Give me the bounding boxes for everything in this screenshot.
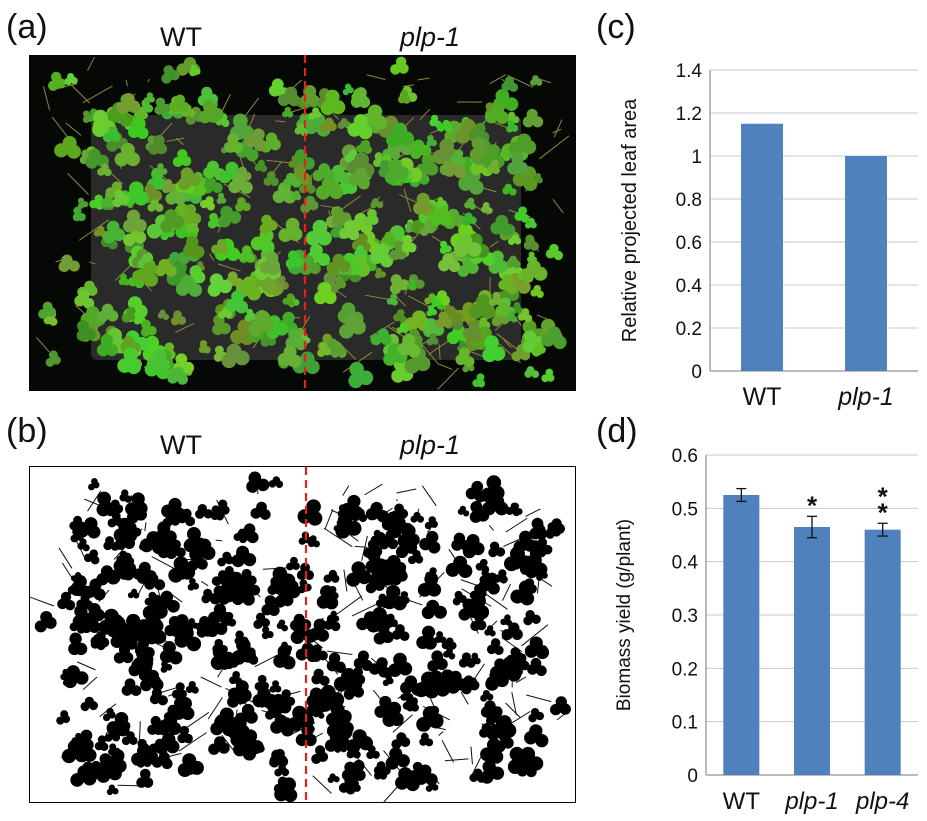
leaf-area-chart: 0 0.2 0.4 0.6 0.8 1 1.2 1.4 Relative projected l… — [619, 61, 918, 411]
bar-plp-4 — [864, 529, 901, 775]
y-tick-label: 0 — [687, 766, 698, 787]
panel-d-label: (d) — [596, 412, 638, 450]
y-tick-label: 0.6 — [672, 446, 698, 467]
bar-plp-1 — [794, 527, 830, 775]
y-tick-label: 1.4 — [676, 61, 703, 82]
y-axis-label: Biomass yield (g/plant) — [614, 519, 635, 711]
panel-a-label: (a) — [6, 8, 48, 46]
y-tick-label: 0.6 — [676, 233, 702, 254]
y-tick-label: 0.4 — [672, 553, 699, 574]
y-tick-label: 0 — [691, 362, 702, 383]
y-tick-label: 0.2 — [672, 659, 698, 680]
y-tick-label: 0.8 — [676, 190, 702, 211]
plant-leaves — [36, 56, 570, 390]
y-tick-label: 0.4 — [676, 276, 703, 297]
y-tick-label: 1 — [691, 147, 702, 168]
bar-WT — [723, 495, 760, 775]
biomass-yield-chart: 0 0.1 0.2 0.3 0.4 0.5 0.6 Biomass yield (g/plan… — [614, 446, 918, 815]
x-tick-label: plp-4 — [855, 788, 909, 815]
panel-b-label: (b) — [6, 412, 48, 450]
x-tick-label: WT — [743, 383, 782, 411]
leaf-mask-shapes — [30, 471, 571, 802]
y-tick-label: 0.5 — [672, 499, 698, 520]
y-tick-label: 1.2 — [676, 104, 702, 125]
leaf-segmentation-image — [29, 466, 576, 803]
significance-marker: * — [878, 481, 889, 511]
x-tick-label: plp-1 — [784, 788, 838, 815]
plant-tray-image — [36, 55, 570, 391]
y-axis-label: Relative projected leaf area — [619, 98, 641, 342]
bar-plp-1 — [845, 156, 887, 371]
significance-marker: * — [807, 490, 818, 520]
y-tick-label: 0.2 — [676, 319, 702, 340]
photo-b-plp1-label: plp-1 — [400, 430, 461, 460]
significance-marker: * — [878, 497, 889, 527]
panel-c-label: (c) — [596, 8, 636, 46]
y-tick-label: 0.1 — [672, 713, 698, 734]
photo-a-plp1-label: plp-1 — [400, 22, 461, 52]
x-tick-label: plp-1 — [837, 383, 894, 411]
bar-WT — [741, 123, 783, 371]
photo-a-wt-label: WT — [160, 22, 202, 52]
plant-tray-photo — [29, 55, 576, 391]
photo-b-wt-label: WT — [160, 430, 202, 460]
leaf-mask-image — [30, 467, 571, 802]
y-tick-label: 0.3 — [672, 606, 698, 627]
x-tick-label: WT — [723, 788, 761, 815]
